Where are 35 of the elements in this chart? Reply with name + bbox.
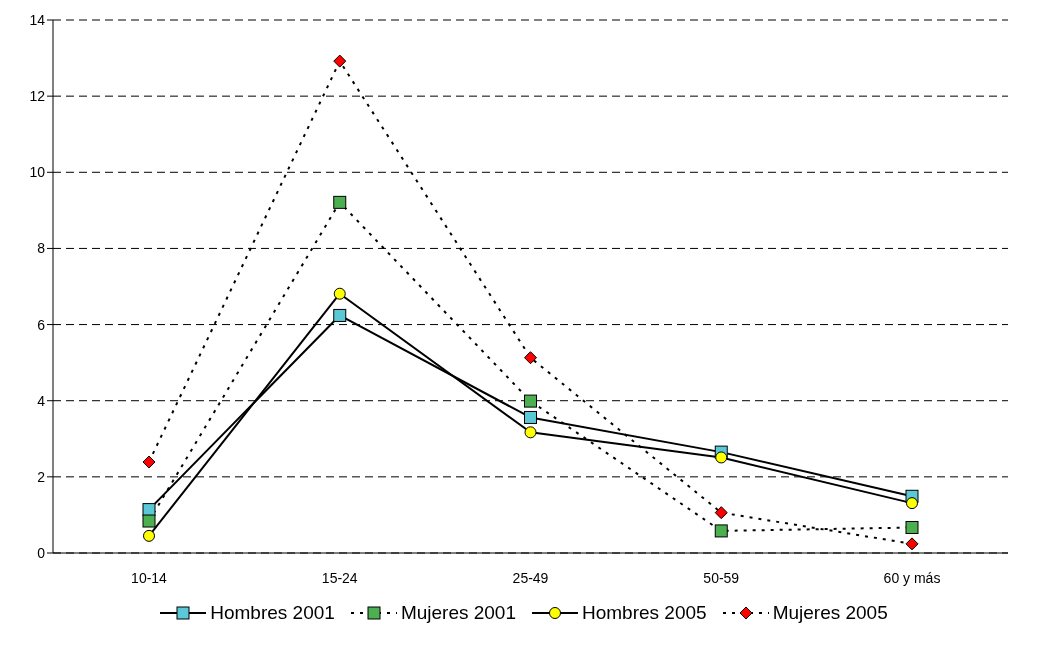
y-tick-label: 4 (37, 392, 46, 409)
point (524, 394, 537, 408)
point (333, 195, 347, 209)
y-tick-label: 2 (37, 468, 46, 485)
x-tick-label: 50-59 (703, 569, 740, 586)
y-tick-label: 12 (29, 88, 46, 105)
legend-label: Mujeres 2005 (772, 602, 888, 624)
legend-label: Hombres 2001 (210, 602, 335, 624)
point (142, 503, 156, 517)
point (905, 520, 919, 534)
point (143, 529, 155, 542)
x-tick-label: 10-14 (131, 569, 168, 586)
point (333, 308, 347, 322)
y-tick-label: 8 (37, 240, 46, 257)
point (524, 351, 537, 365)
x-tick-label: 60 y más (883, 569, 941, 586)
x-tick-label: 15-24 (321, 569, 358, 586)
point (142, 514, 156, 528)
point (333, 54, 347, 68)
point (905, 537, 919, 551)
point (524, 426, 537, 439)
point (714, 506, 728, 520)
point (524, 410, 537, 424)
legend-label: Mujeres 2001 (400, 602, 516, 624)
y-tick-label: 0 (37, 544, 46, 561)
y-tick-label: 10 (29, 164, 46, 181)
point (906, 497, 918, 510)
y-tick-label: 14 (29, 11, 46, 28)
point (715, 451, 728, 464)
legend-label: Hombres 2005 (582, 602, 707, 624)
point (333, 287, 346, 300)
y-tick-label: 6 (37, 316, 46, 333)
point (714, 524, 728, 538)
point (142, 455, 156, 469)
x-tick-label: 25-49 (512, 569, 549, 586)
